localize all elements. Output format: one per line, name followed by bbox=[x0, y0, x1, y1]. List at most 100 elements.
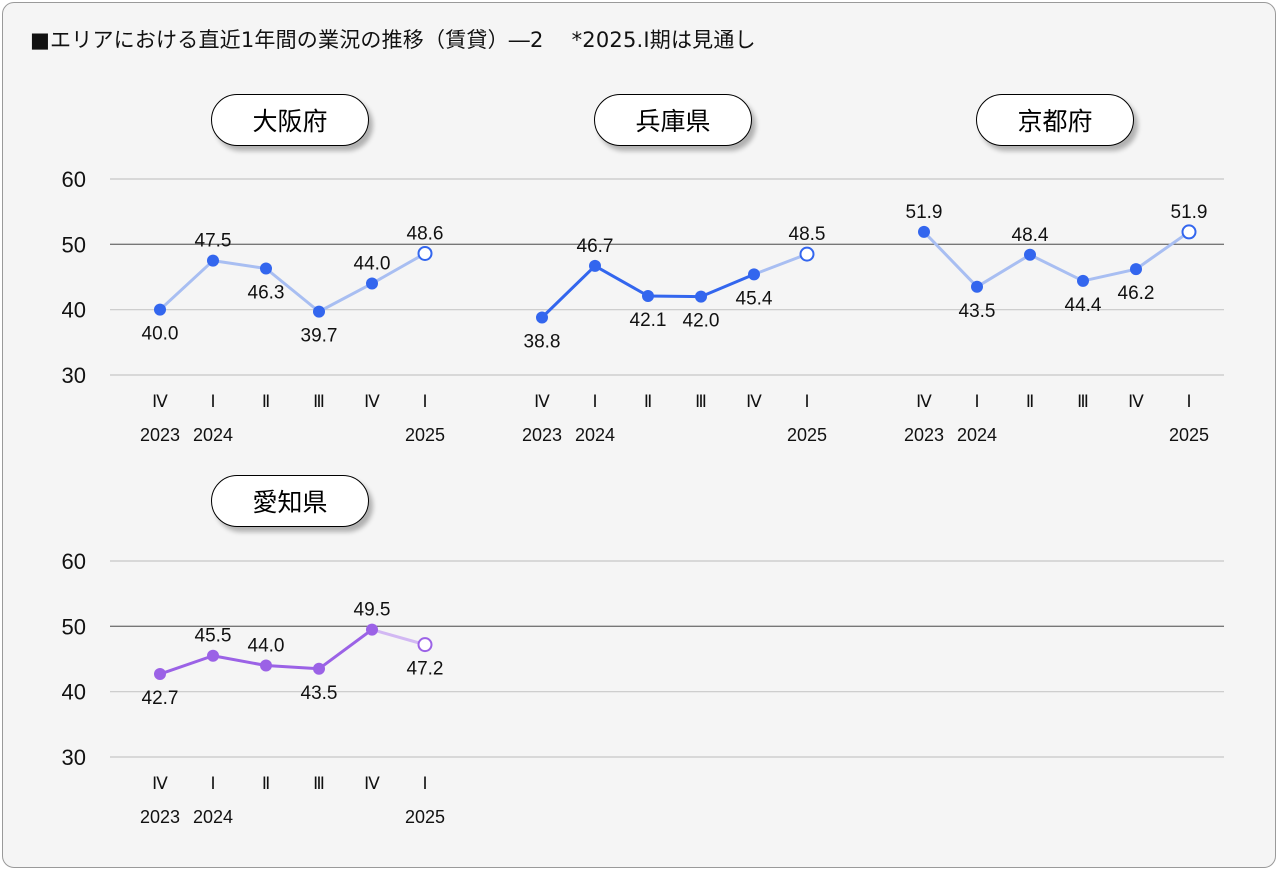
chart-2: 51.9 43.5 48.4 44.4 46.2 51.9 Ⅳ 2023 Ⅰ 2024 Ⅱ Ⅲ Ⅳ Ⅰ 20… bbox=[904, 202, 1209, 445]
data-point bbox=[1077, 274, 1089, 287]
region-name: 大阪府 bbox=[252, 107, 328, 136]
forecast-point bbox=[799, 246, 815, 262]
forecast-point bbox=[1181, 224, 1197, 240]
x-year-label: 2023 bbox=[140, 807, 180, 827]
chart-3: 42.7 45.5 44.0 43.5 49.5 47.2 Ⅳ 2023 Ⅰ 2024 Ⅱ Ⅲ Ⅳ Ⅰ 20… bbox=[140, 600, 445, 827]
data-point bbox=[207, 649, 219, 662]
forecast-point bbox=[417, 245, 433, 261]
x-year-label: 2024 bbox=[575, 425, 615, 445]
data-label: 51.9 bbox=[906, 202, 943, 223]
series-line-segment bbox=[370, 251, 427, 286]
data-point bbox=[1024, 248, 1036, 261]
data-label: 38.8 bbox=[524, 332, 561, 353]
x-year-label: 2024 bbox=[193, 425, 233, 445]
data-label: 45.4 bbox=[736, 288, 773, 309]
region-pill-aichi: 愛知県 bbox=[211, 475, 369, 527]
series-line-segment bbox=[211, 259, 268, 271]
x-quarter-label: Ⅳ bbox=[746, 392, 762, 411]
x-quarter-label: Ⅳ bbox=[534, 392, 550, 411]
x-quarter-label: Ⅳ bbox=[916, 392, 932, 411]
x-quarter-label: Ⅰ bbox=[804, 392, 809, 411]
data-point bbox=[207, 254, 219, 267]
data-label: 46.7 bbox=[577, 236, 614, 257]
x-quarter-label: Ⅱ bbox=[262, 774, 270, 793]
data-label: 51.9 bbox=[1171, 202, 1208, 223]
x-year-label: 2025 bbox=[787, 425, 827, 445]
x-quarter-label: Ⅰ bbox=[1186, 392, 1191, 411]
series-line-segment bbox=[158, 654, 215, 676]
x-quarter-label: Ⅰ bbox=[974, 392, 979, 411]
x-quarter-label: Ⅳ bbox=[364, 774, 380, 793]
x-quarter-label: Ⅱ bbox=[1026, 392, 1034, 411]
series-line-segment bbox=[699, 272, 756, 299]
series-line-segment bbox=[1134, 230, 1191, 271]
data-point bbox=[313, 662, 325, 675]
x-year-label: 2025 bbox=[405, 425, 445, 445]
data-label: 42.0 bbox=[683, 311, 720, 332]
forecast-point bbox=[417, 637, 433, 653]
y-tick-label: 60 bbox=[62, 549, 86, 574]
series-line-segment bbox=[1028, 253, 1085, 283]
series-line-segment bbox=[593, 264, 650, 298]
series-line-segment bbox=[264, 664, 321, 671]
x-quarter-label: Ⅰ bbox=[210, 774, 215, 793]
title-main: ■エリアにおける直近1年間の業況の推移（賃貸）―2 bbox=[30, 28, 544, 52]
data-label: 44.0 bbox=[248, 636, 285, 657]
y-tick-label: 50 bbox=[62, 232, 86, 257]
data-point bbox=[642, 289, 654, 302]
series-line-segment bbox=[540, 264, 597, 320]
x-quarter-label: Ⅲ bbox=[313, 774, 325, 793]
x-quarter-label: Ⅰ bbox=[592, 392, 597, 411]
region-pill-osaka: 大阪府 bbox=[211, 94, 369, 146]
x-year-label: 2025 bbox=[405, 807, 445, 827]
y-tick-label: 40 bbox=[62, 298, 86, 323]
chart-1: 38.8 46.7 42.1 42.0 45.4 48.5 Ⅳ 2023 Ⅰ 2024 Ⅱ Ⅲ Ⅳ Ⅰ 20… bbox=[522, 224, 827, 445]
data-label: 48.6 bbox=[407, 223, 444, 244]
data-point bbox=[154, 303, 166, 316]
data-point bbox=[918, 225, 930, 238]
x-quarter-label: Ⅳ bbox=[1128, 392, 1144, 411]
y-tick-label: 50 bbox=[62, 614, 86, 639]
x-year-label: 2023 bbox=[904, 425, 944, 445]
data-point bbox=[1130, 263, 1142, 276]
region-name: 愛知県 bbox=[252, 488, 328, 517]
data-label: 42.7 bbox=[142, 688, 179, 709]
series-line-segment bbox=[211, 654, 268, 668]
x-quarter-label: Ⅳ bbox=[152, 774, 168, 793]
x-quarter-label: Ⅰ bbox=[210, 392, 215, 411]
data-label: 40.0 bbox=[142, 324, 179, 345]
x-quarter-label: Ⅲ bbox=[695, 392, 707, 411]
series-line-segment bbox=[646, 294, 703, 299]
data-label: 44.4 bbox=[1065, 295, 1102, 316]
data-label: 42.1 bbox=[630, 310, 667, 331]
region-pill-hyogo: 兵庫県 bbox=[594, 94, 752, 146]
title-note: *2025.Ⅰ期は見通し bbox=[571, 28, 756, 52]
series-line-segment bbox=[1081, 267, 1138, 283]
series-line-segment bbox=[264, 267, 321, 314]
series-line-segment bbox=[370, 628, 427, 647]
region-pill-kyoto: 京都府 bbox=[976, 94, 1134, 146]
grid-band-0 bbox=[110, 178, 1224, 376]
data-point bbox=[695, 290, 707, 303]
x-quarter-label: Ⅱ bbox=[262, 392, 270, 411]
series-line-segment bbox=[752, 252, 809, 276]
region-name: 京都府 bbox=[1017, 107, 1093, 136]
data-label: 39.7 bbox=[301, 326, 338, 347]
x-quarter-label: Ⅳ bbox=[152, 392, 168, 411]
data-point bbox=[536, 311, 548, 324]
series-line-segment bbox=[975, 253, 1032, 289]
x-quarter-label: Ⅲ bbox=[313, 392, 325, 411]
y-tick-label: 40 bbox=[62, 680, 86, 705]
series-line-segment bbox=[317, 282, 374, 314]
chart-0: 40.0 47.5 46.3 39.7 44.0 48.6 Ⅳ 2023 Ⅰ 2024 Ⅱ Ⅲ Ⅳ Ⅰ 20… bbox=[140, 223, 445, 445]
data-label: 47.2 bbox=[407, 659, 444, 680]
page-title: ■エリアにおける直近1年間の業況の推移（賃貸）―2 *2025.Ⅰ期は見通し bbox=[30, 24, 756, 54]
data-point bbox=[154, 668, 166, 681]
series-line-segment bbox=[158, 259, 215, 312]
x-year-label: 2023 bbox=[522, 425, 562, 445]
data-point bbox=[260, 262, 272, 275]
data-point bbox=[260, 659, 272, 672]
data-point bbox=[748, 268, 760, 281]
